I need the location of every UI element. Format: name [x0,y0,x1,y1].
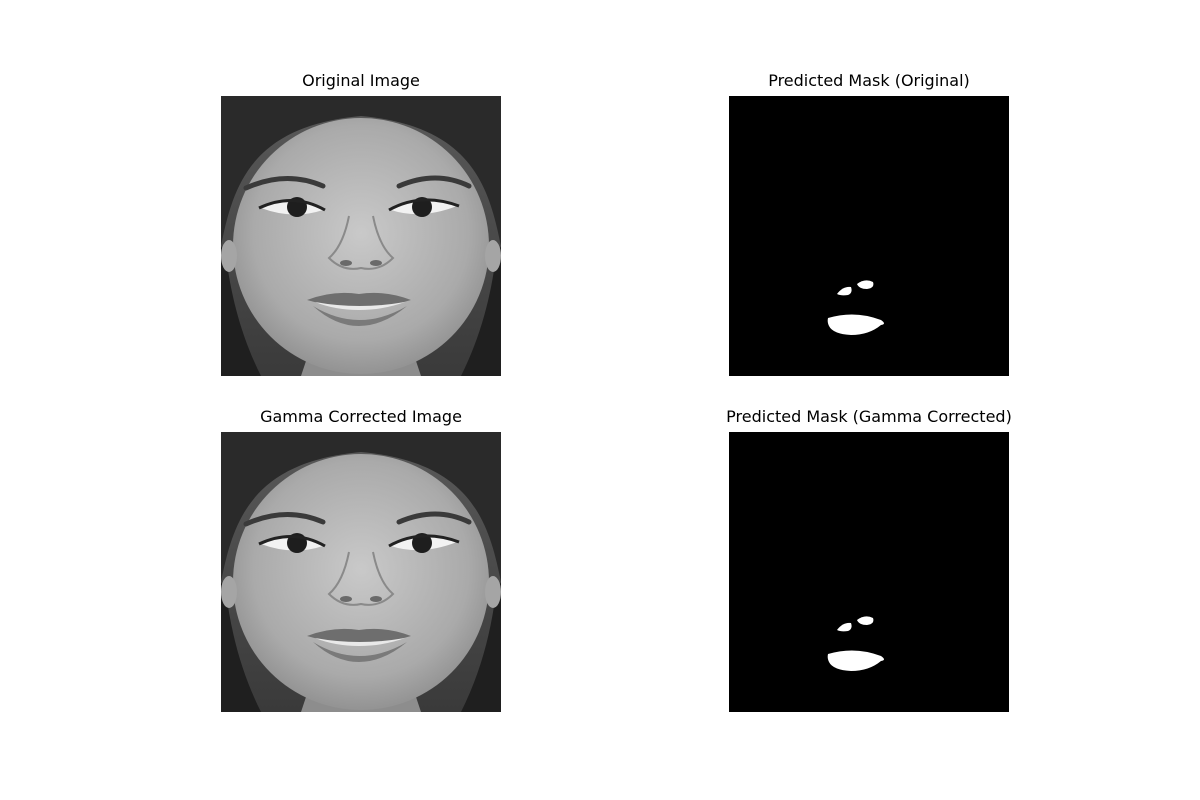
panel-title-gamma-corrected-image: Gamma Corrected Image [260,407,462,426]
panel-title-predicted-mask-original: Predicted Mask (Original) [768,71,970,90]
predicted-mask-gamma-corrected-image [729,432,1009,712]
predicted-mask-original-image [729,96,1009,376]
panel-title-predicted-mask-gamma-corrected: Predicted Mask (Gamma Corrected) [726,407,1012,426]
original-face-image [221,96,501,376]
gamma-corrected-face-image [221,432,501,712]
panel-title-original-image: Original Image [302,71,420,90]
